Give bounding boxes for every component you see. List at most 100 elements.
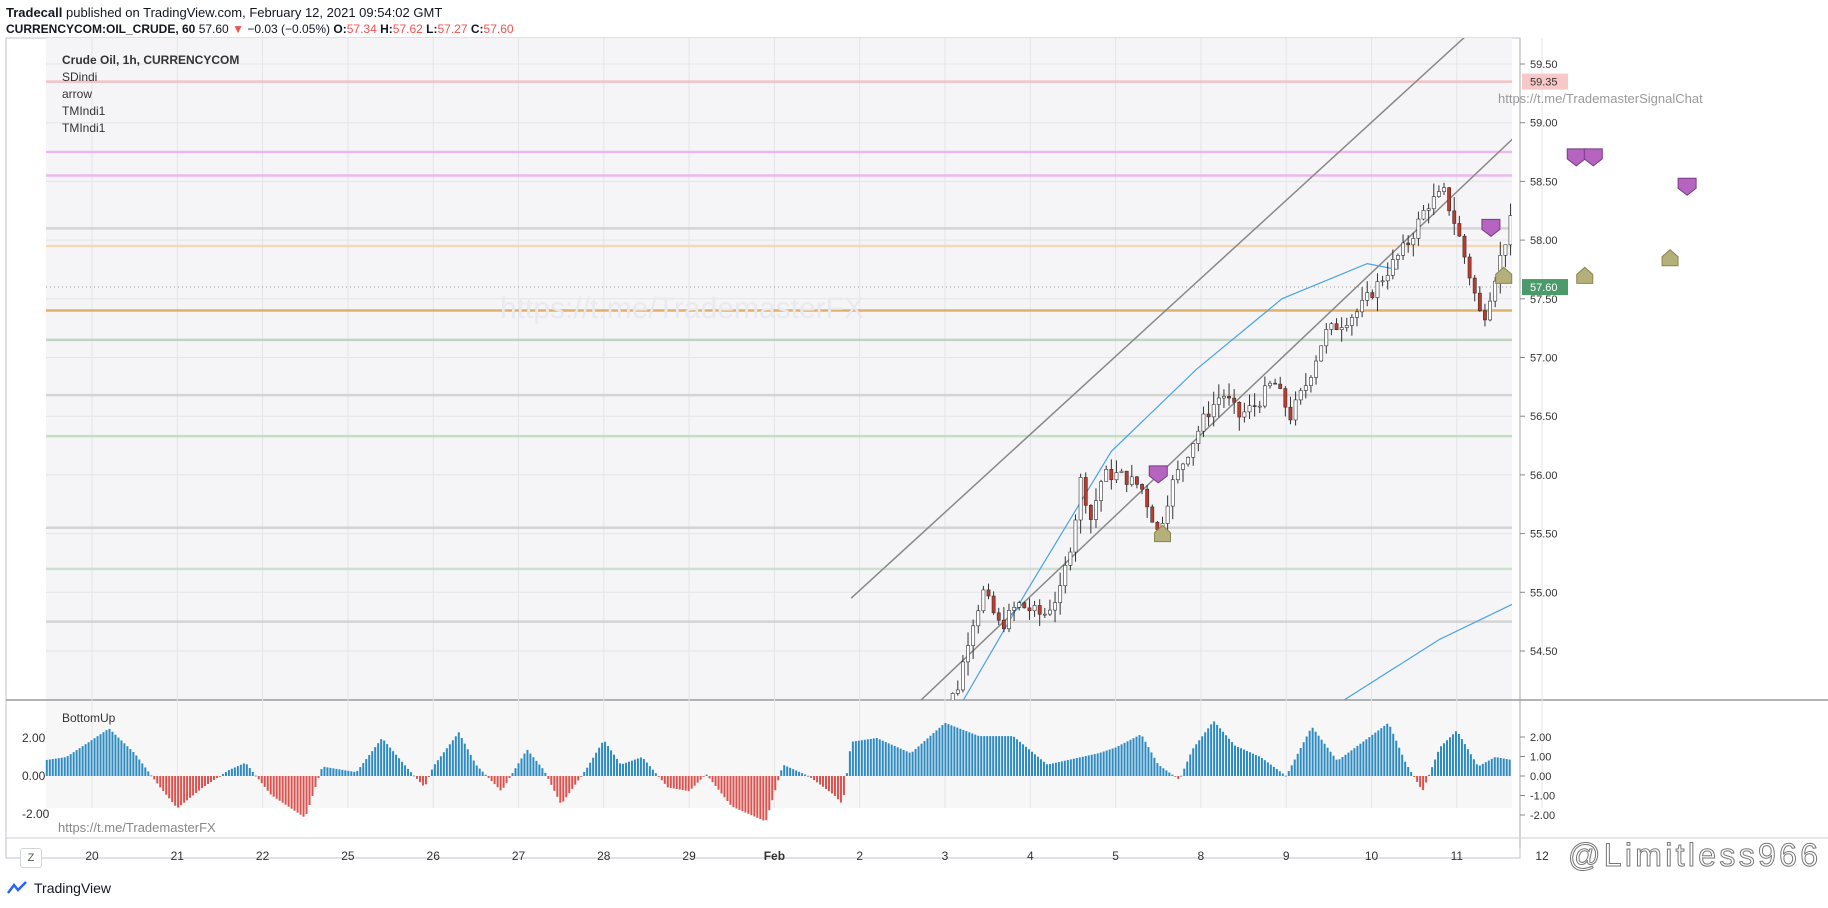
histogram-bar-positive bbox=[1096, 753, 1099, 776]
histogram-bar-positive bbox=[1036, 756, 1039, 776]
histogram-bar-negative bbox=[215, 776, 218, 778]
histogram-bar-negative bbox=[714, 776, 717, 786]
candle-down bbox=[1227, 395, 1231, 399]
histogram-bar-negative bbox=[726, 776, 729, 802]
histogram-bar-positive bbox=[998, 736, 1001, 776]
histogram-bar-positive bbox=[1284, 775, 1287, 777]
histogram-bar-positive bbox=[1329, 751, 1332, 776]
histogram-bar-positive bbox=[475, 765, 478, 776]
histogram-bar-negative bbox=[1422, 776, 1425, 791]
histogram-bar-positive bbox=[1395, 740, 1398, 776]
histogram-bar-positive bbox=[478, 768, 481, 776]
histogram-bar-positive bbox=[1290, 765, 1293, 776]
histogram-bar-positive bbox=[780, 770, 783, 776]
histogram-bar-positive bbox=[651, 769, 654, 776]
histogram-bar-positive bbox=[224, 772, 227, 776]
histogram-bar-positive bbox=[977, 735, 980, 776]
legend-item: TMIndi1 bbox=[62, 104, 106, 118]
histogram-bar-positive bbox=[613, 754, 616, 776]
histogram-bar-positive bbox=[233, 767, 236, 776]
histogram-bar-positive bbox=[51, 759, 54, 776]
candle-up bbox=[966, 645, 970, 663]
histogram-bar-positive bbox=[1242, 749, 1245, 776]
histogram-bar-positive bbox=[1308, 730, 1311, 776]
histogram-bar-negative bbox=[825, 776, 828, 789]
histogram-bar-positive bbox=[78, 748, 81, 776]
histogram-bar-negative bbox=[171, 776, 174, 803]
symbol-label: CURRENCYCOM:OIL_CRUDE, 60 bbox=[6, 22, 196, 36]
histogram-bar-positive bbox=[147, 771, 150, 776]
histogram-bar-positive bbox=[1302, 742, 1305, 776]
histogram-bar-negative bbox=[833, 776, 836, 796]
histogram-bar-positive bbox=[705, 774, 708, 776]
candle-up bbox=[1390, 259, 1395, 276]
last-price: 57.60 bbox=[198, 22, 229, 36]
candle-down bbox=[1022, 602, 1027, 609]
histogram-bar-negative bbox=[192, 776, 195, 796]
histogram-bar-negative bbox=[314, 776, 317, 788]
candle-up bbox=[1575, 170, 1578, 182]
candle-up bbox=[1508, 215, 1512, 246]
histogram-bar-negative bbox=[580, 776, 583, 777]
histogram-bar-positive bbox=[1048, 764, 1051, 776]
histogram-bar-positive bbox=[1508, 759, 1511, 776]
histogram-bar-positive bbox=[1213, 721, 1216, 776]
histogram-bar-positive bbox=[1108, 749, 1111, 776]
candle-down bbox=[1334, 323, 1339, 331]
histogram-bar-positive bbox=[1033, 754, 1036, 776]
candle-up bbox=[1632, 215, 1635, 216]
histogram-bar-negative bbox=[490, 776, 493, 782]
histogram-bar-positive bbox=[914, 749, 917, 776]
histogram-bar-negative bbox=[308, 776, 311, 805]
candle-up bbox=[1099, 481, 1103, 501]
histogram-bar-positive bbox=[1019, 741, 1022, 776]
histogram-bar-positive bbox=[526, 749, 529, 776]
histogram-bar-positive bbox=[1505, 759, 1508, 776]
histogram-bar-negative bbox=[675, 776, 678, 789]
histogram-bar-positive bbox=[795, 770, 798, 776]
histogram-bar-positive bbox=[1359, 743, 1362, 776]
histogram-bar-positive bbox=[383, 740, 386, 776]
histogram-bar-negative bbox=[657, 776, 660, 777]
histogram-bar-positive bbox=[1451, 734, 1454, 776]
oscillator-pane-bg bbox=[46, 700, 1512, 808]
histogram-bar-positive bbox=[359, 767, 362, 776]
histogram-bar-positive bbox=[807, 775, 810, 777]
histogram-bar-positive bbox=[1260, 757, 1263, 776]
histogram-bar-positive bbox=[248, 768, 251, 776]
histogram-bar-positive bbox=[980, 736, 983, 776]
histogram-bar-positive bbox=[1496, 757, 1499, 776]
histogram-bar-negative bbox=[723, 776, 726, 798]
histogram-bar-positive bbox=[1069, 759, 1072, 776]
histogram-bar-positive bbox=[1245, 750, 1248, 776]
candle-down bbox=[1662, 180, 1665, 189]
histogram-bar-negative bbox=[562, 776, 565, 802]
histogram-bar-positive bbox=[944, 722, 947, 776]
histogram-bar-positive bbox=[1007, 736, 1010, 776]
tradingview-footer[interactable]: TradingView bbox=[6, 880, 111, 896]
zoom-reset-button[interactable]: Z bbox=[20, 848, 42, 868]
y-tick-label: 55.50 bbox=[1530, 529, 1558, 541]
histogram-bar-negative bbox=[750, 776, 753, 816]
histogram-bar-positive bbox=[350, 771, 353, 776]
histogram-bar-positive bbox=[1031, 751, 1034, 776]
publisher-name[interactable]: Tradecall bbox=[6, 5, 63, 20]
histogram-bar-negative bbox=[305, 776, 308, 814]
sell-signal-icon bbox=[1583, 148, 1603, 167]
histogram-bar-positive bbox=[117, 737, 120, 776]
histogram-bar-positive bbox=[887, 743, 890, 776]
histogram-bar-positive bbox=[1437, 751, 1440, 776]
histogram-bar-positive bbox=[341, 769, 344, 776]
candle-down bbox=[1037, 605, 1042, 615]
histogram-bar-positive bbox=[1353, 748, 1356, 776]
histogram-bar-negative bbox=[421, 776, 424, 786]
histogram-bar-positive bbox=[1326, 747, 1329, 776]
candle-down bbox=[1668, 190, 1671, 208]
histogram-bar-positive bbox=[1266, 762, 1269, 776]
histogram-bar-negative bbox=[165, 776, 168, 795]
fx-bottom-watermark: https://t.me/TrademasterFX bbox=[58, 820, 216, 835]
histogram-bar-negative bbox=[687, 776, 690, 792]
candle-up bbox=[1714, 287, 1717, 290]
histogram-bar-negative bbox=[302, 776, 305, 817]
